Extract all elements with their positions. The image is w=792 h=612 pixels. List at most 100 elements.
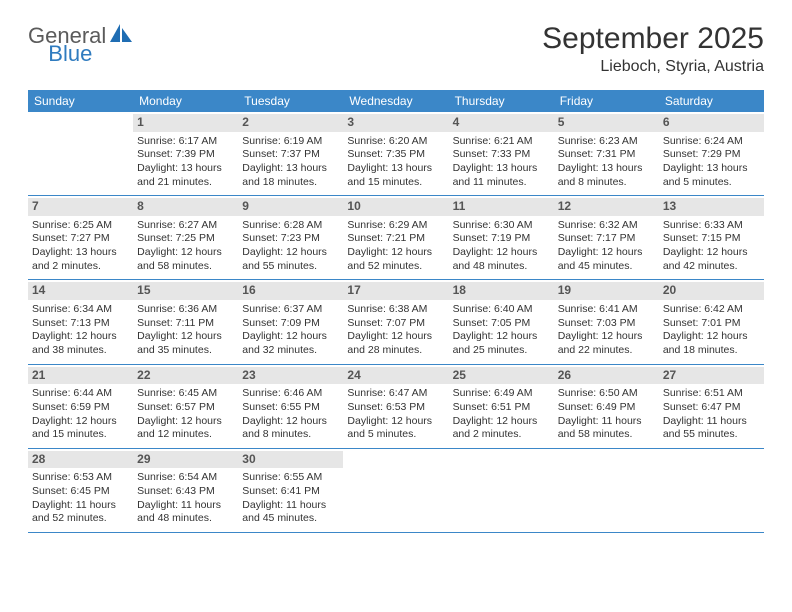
sunrise-text: Sunrise: 6:27 AM [137, 219, 234, 233]
day-number-bar: 25 [449, 367, 554, 385]
day-cell: 5Sunrise: 6:23 AMSunset: 7:31 PMDaylight… [554, 112, 659, 195]
daylight-text: and 15 minutes. [347, 176, 444, 190]
day-cell: 12Sunrise: 6:32 AMSunset: 7:17 PMDayligh… [554, 196, 659, 279]
sunrise-text: Sunrise: 6:17 AM [137, 135, 234, 149]
sunrise-text: Sunrise: 6:53 AM [32, 471, 129, 485]
sunrise-text: Sunrise: 6:38 AM [347, 303, 444, 317]
day-cell: 23Sunrise: 6:46 AMSunset: 6:55 PMDayligh… [238, 365, 343, 448]
day-number-bar: 17 [343, 282, 448, 300]
daylight-text: and 32 minutes. [242, 344, 339, 358]
day-cell: 4Sunrise: 6:21 AMSunset: 7:33 PMDaylight… [449, 112, 554, 195]
logo-sail-icon [108, 22, 134, 49]
day-number-bar: 11 [449, 198, 554, 216]
day-number: 21 [32, 368, 45, 382]
day-cell: 9Sunrise: 6:28 AMSunset: 7:23 PMDaylight… [238, 196, 343, 279]
daylight-text: Daylight: 12 hours [453, 246, 550, 260]
sunrise-text: Sunrise: 6:46 AM [242, 387, 339, 401]
sunset-text: Sunset: 6:43 PM [137, 485, 234, 499]
day-number: 1 [137, 115, 144, 129]
daylight-text: and 8 minutes. [242, 428, 339, 442]
day-number: 27 [663, 368, 676, 382]
day-number-bar: 5 [554, 114, 659, 132]
day-number: 24 [347, 368, 360, 382]
day-cell: 21Sunrise: 6:44 AMSunset: 6:59 PMDayligh… [28, 365, 133, 448]
sunset-text: Sunset: 7:33 PM [453, 148, 550, 162]
sunset-text: Sunset: 6:53 PM [347, 401, 444, 415]
daylight-text: and 2 minutes. [32, 260, 129, 274]
day-cell: 13Sunrise: 6:33 AMSunset: 7:15 PMDayligh… [659, 196, 764, 279]
sunset-text: Sunset: 6:51 PM [453, 401, 550, 415]
day-number: 12 [558, 199, 571, 213]
daylight-text: Daylight: 12 hours [137, 415, 234, 429]
daylight-text: Daylight: 12 hours [663, 330, 760, 344]
daylight-text: and 25 minutes. [453, 344, 550, 358]
sunset-text: Sunset: 7:11 PM [137, 317, 234, 331]
sunset-text: Sunset: 7:05 PM [453, 317, 550, 331]
daylight-text: Daylight: 11 hours [242, 499, 339, 513]
sunrise-text: Sunrise: 6:34 AM [32, 303, 129, 317]
day-cell: 15Sunrise: 6:36 AMSunset: 7:11 PMDayligh… [133, 280, 238, 363]
day-number-bar: 28 [28, 451, 133, 469]
day-number: 14 [32, 283, 45, 297]
daylight-text: Daylight: 13 hours [347, 162, 444, 176]
sunrise-text: Sunrise: 6:32 AM [558, 219, 655, 233]
daylight-text: Daylight: 12 hours [242, 415, 339, 429]
day-cell: 14Sunrise: 6:34 AMSunset: 7:13 PMDayligh… [28, 280, 133, 363]
week-row: 1Sunrise: 6:17 AMSunset: 7:39 PMDaylight… [28, 112, 764, 196]
sunset-text: Sunset: 6:49 PM [558, 401, 655, 415]
day-cell: 20Sunrise: 6:42 AMSunset: 7:01 PMDayligh… [659, 280, 764, 363]
day-cell: 24Sunrise: 6:47 AMSunset: 6:53 PMDayligh… [343, 365, 448, 448]
daylight-text: Daylight: 13 hours [137, 162, 234, 176]
week-row: 28Sunrise: 6:53 AMSunset: 6:45 PMDayligh… [28, 449, 764, 533]
day-number-bar: 27 [659, 367, 764, 385]
daylight-text: and 5 minutes. [663, 176, 760, 190]
sunrise-text: Sunrise: 6:40 AM [453, 303, 550, 317]
sunrise-text: Sunrise: 6:25 AM [32, 219, 129, 233]
day-number-bar: 30 [238, 451, 343, 469]
day-cell [659, 449, 764, 532]
sunset-text: Sunset: 7:09 PM [242, 317, 339, 331]
daylight-text: Daylight: 11 hours [137, 499, 234, 513]
day-number: 5 [558, 115, 565, 129]
daylight-text: and 45 minutes. [242, 512, 339, 526]
day-number-bar: 23 [238, 367, 343, 385]
day-cell: 27Sunrise: 6:51 AMSunset: 6:47 PMDayligh… [659, 365, 764, 448]
day-cell [343, 449, 448, 532]
daylight-text: Daylight: 12 hours [453, 330, 550, 344]
calendar-grid: Sunday Monday Tuesday Wednesday Thursday… [28, 90, 764, 533]
day-cell: 8Sunrise: 6:27 AMSunset: 7:25 PMDaylight… [133, 196, 238, 279]
day-number: 19 [558, 283, 571, 297]
daylight-text: Daylight: 13 hours [663, 162, 760, 176]
dow-friday: Friday [554, 90, 659, 112]
dow-thursday: Thursday [449, 90, 554, 112]
daylight-text: and 58 minutes. [558, 428, 655, 442]
day-of-week-header: Sunday Monday Tuesday Wednesday Thursday… [28, 90, 764, 112]
daylight-text: and 15 minutes. [32, 428, 129, 442]
daylight-text: Daylight: 12 hours [32, 415, 129, 429]
dow-monday: Monday [133, 90, 238, 112]
daylight-text: Daylight: 11 hours [558, 415, 655, 429]
sunset-text: Sunset: 7:17 PM [558, 232, 655, 246]
day-number: 16 [242, 283, 255, 297]
daylight-text: and 22 minutes. [558, 344, 655, 358]
sunset-text: Sunset: 7:27 PM [32, 232, 129, 246]
day-cell [554, 449, 659, 532]
week-row: 21Sunrise: 6:44 AMSunset: 6:59 PMDayligh… [28, 365, 764, 449]
daylight-text: Daylight: 13 hours [242, 162, 339, 176]
daylight-text: Daylight: 13 hours [453, 162, 550, 176]
sunrise-text: Sunrise: 6:30 AM [453, 219, 550, 233]
daylight-text: and 58 minutes. [137, 260, 234, 274]
day-number-bar: 8 [133, 198, 238, 216]
sunset-text: Sunset: 6:59 PM [32, 401, 129, 415]
day-cell: 30Sunrise: 6:55 AMSunset: 6:41 PMDayligh… [238, 449, 343, 532]
daylight-text: Daylight: 12 hours [347, 330, 444, 344]
day-cell: 28Sunrise: 6:53 AMSunset: 6:45 PMDayligh… [28, 449, 133, 532]
sunset-text: Sunset: 7:35 PM [347, 148, 444, 162]
day-cell: 11Sunrise: 6:30 AMSunset: 7:19 PMDayligh… [449, 196, 554, 279]
day-number-bar: 14 [28, 282, 133, 300]
day-number-bar: 18 [449, 282, 554, 300]
sunset-text: Sunset: 7:23 PM [242, 232, 339, 246]
daylight-text: Daylight: 12 hours [137, 330, 234, 344]
daylight-text: and 21 minutes. [137, 176, 234, 190]
daylight-text: Daylight: 12 hours [242, 330, 339, 344]
